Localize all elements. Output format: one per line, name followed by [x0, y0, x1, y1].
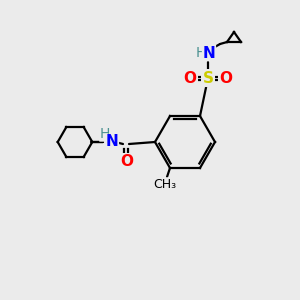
Text: H: H [100, 127, 110, 141]
Text: H: H [196, 46, 206, 60]
Text: O: O [184, 70, 196, 86]
Text: N: N [106, 134, 118, 149]
Text: O: O [121, 154, 134, 169]
Text: O: O [220, 70, 232, 86]
Text: CH₃: CH₃ [153, 178, 177, 191]
Text: N: N [202, 46, 215, 61]
Text: S: S [202, 70, 214, 86]
